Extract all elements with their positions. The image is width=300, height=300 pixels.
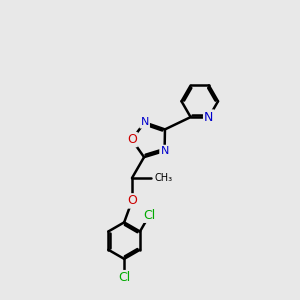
Text: Cl: Cl [143, 209, 155, 222]
Text: N: N [140, 117, 149, 128]
Text: O: O [127, 194, 137, 207]
Text: N: N [204, 111, 214, 124]
Text: N: N [160, 146, 169, 156]
Text: CH₃: CH₃ [155, 173, 173, 183]
Text: Cl: Cl [118, 271, 130, 284]
Text: O: O [127, 133, 137, 146]
